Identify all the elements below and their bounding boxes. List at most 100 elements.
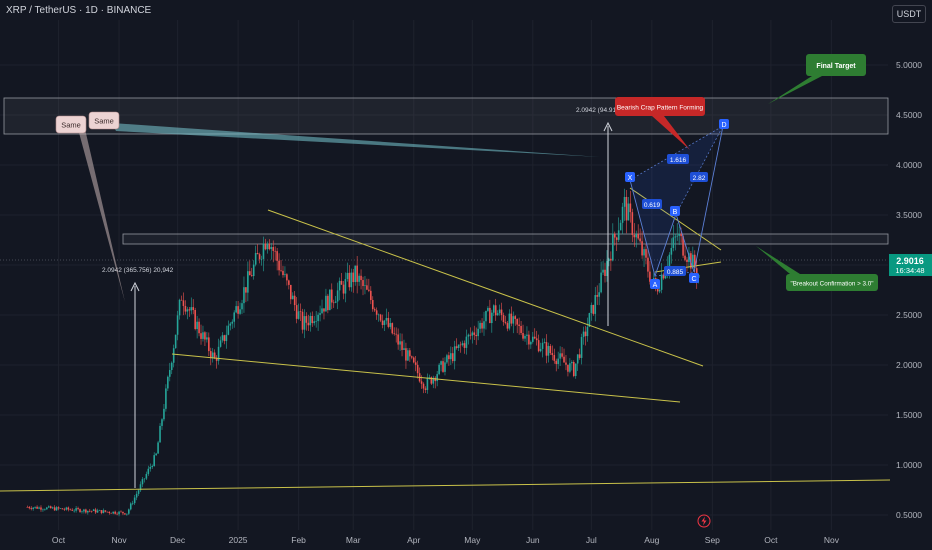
candle <box>541 338 544 358</box>
candle <box>67 506 70 512</box>
candle <box>227 320 230 336</box>
candle <box>163 404 165 422</box>
candle <box>354 265 356 286</box>
x-tick-label: Jul <box>586 535 597 545</box>
candle <box>371 296 374 312</box>
candle <box>213 349 216 360</box>
y-tick-label: 1.0000 <box>896 460 922 470</box>
candle <box>153 452 155 467</box>
candle <box>442 357 444 373</box>
candle <box>545 334 548 364</box>
candle <box>451 346 454 364</box>
candle <box>387 311 390 329</box>
candle <box>338 277 341 301</box>
candle <box>571 360 573 371</box>
x-tick-label: Apr <box>407 535 420 545</box>
resistance-zone <box>122 233 889 245</box>
candle <box>264 238 267 251</box>
candle <box>409 347 411 362</box>
candle <box>600 261 602 294</box>
candle <box>393 327 396 336</box>
candle <box>479 320 481 334</box>
candle <box>582 326 585 345</box>
bearish-pattern-callout: Bearish Crap Pattern Forming <box>615 97 705 116</box>
y-tick-label: 4.5000 <box>896 110 922 120</box>
candle <box>170 361 173 375</box>
y-axis[interactable]: 5.00004.50004.00003.50003.00002.50002.00… <box>896 60 922 520</box>
candle <box>262 236 265 272</box>
candle <box>186 306 189 320</box>
candle <box>245 287 247 303</box>
candle <box>432 375 435 389</box>
candle <box>194 307 196 331</box>
candle <box>85 508 87 514</box>
final-target-pointer <box>768 76 822 104</box>
lightning-icon[interactable] <box>697 514 711 528</box>
candle <box>92 508 95 512</box>
candle <box>254 245 257 267</box>
candle <box>329 289 331 311</box>
candle <box>124 513 126 515</box>
candle <box>682 234 684 259</box>
candle <box>496 310 499 316</box>
candle <box>229 322 232 331</box>
candle <box>272 240 275 263</box>
x-axis[interactable]: Oct Nov Dec 2025 Feb Mar Apr May Jun Jul Aug Sep Oct… <box>52 535 840 545</box>
candle <box>500 302 503 321</box>
candle <box>42 508 44 512</box>
same-pointer-2 <box>112 123 600 157</box>
candle <box>96 508 99 513</box>
candle <box>364 276 366 295</box>
candle <box>567 364 569 377</box>
candle <box>94 507 97 514</box>
candle <box>100 510 103 515</box>
candle <box>455 338 458 350</box>
point-b: B <box>670 206 680 216</box>
candle <box>662 272 665 280</box>
candle <box>301 308 304 334</box>
currency-button[interactable]: USDT <box>892 5 926 23</box>
candle <box>491 309 493 333</box>
candle <box>613 231 616 246</box>
candle <box>71 508 74 512</box>
candle <box>231 319 234 329</box>
svg-text:2.82: 2.82 <box>693 175 706 182</box>
candle <box>498 304 501 316</box>
candle <box>63 507 66 512</box>
candle <box>178 298 181 320</box>
candle <box>370 286 372 305</box>
candle <box>126 513 128 516</box>
candle <box>198 318 200 337</box>
candle <box>147 465 150 476</box>
candle <box>572 360 575 378</box>
candle <box>526 326 528 345</box>
candle <box>53 505 56 511</box>
candle <box>469 327 472 340</box>
candle <box>518 317 520 335</box>
candle <box>592 304 595 316</box>
candle <box>537 334 540 353</box>
y-tick-label: 2.5000 <box>896 310 922 320</box>
candle <box>51 506 54 510</box>
candle <box>315 311 317 328</box>
candle <box>282 265 284 278</box>
candle <box>535 330 538 346</box>
candle <box>252 260 255 280</box>
y-tick-label: 5.0000 <box>896 60 922 70</box>
candle <box>225 325 228 349</box>
candle <box>200 324 202 345</box>
ratio-xa: 0.619 <box>642 199 662 209</box>
candle <box>221 332 224 343</box>
svg-text:Same: Same <box>94 117 114 126</box>
candle <box>494 298 497 321</box>
candle <box>368 278 370 293</box>
candle <box>268 239 271 251</box>
ratio-ac: 0.885 <box>664 266 686 276</box>
candle <box>555 358 558 372</box>
candle <box>485 310 487 330</box>
candle <box>514 315 517 326</box>
candle <box>151 464 154 469</box>
candle <box>604 262 606 283</box>
candle <box>450 346 452 365</box>
